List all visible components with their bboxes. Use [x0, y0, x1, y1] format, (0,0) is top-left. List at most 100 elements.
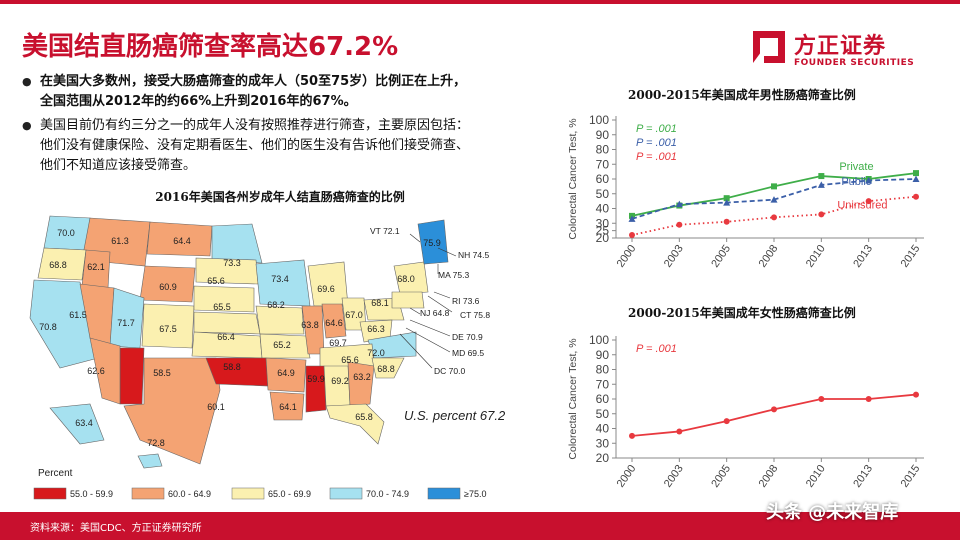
data-point: [865, 198, 872, 205]
state-value: 68.8: [377, 364, 395, 374]
state-value: 68.2: [267, 300, 285, 310]
bullet-line: 美国目前仍有约三分之一的成年人没有按照推荐进行筛查，主要原因包括：: [40, 118, 470, 133]
state-value: 72.0: [367, 348, 385, 358]
state-value: 65.5: [213, 302, 231, 312]
callout-label: RI 73.6: [452, 296, 480, 306]
data-point: [676, 221, 683, 228]
data-point: [628, 215, 636, 222]
data-point: [723, 199, 731, 206]
x-tick-label: 2003: [662, 243, 686, 270]
data-point: [865, 396, 872, 402]
source-note: 资料来源：美国CDC、方正证券研究所: [30, 523, 202, 534]
y-tick-label: 40: [596, 422, 610, 436]
series-label: Private: [839, 161, 873, 173]
state-region: [119, 347, 145, 405]
state-value: 67.5: [159, 324, 177, 334]
x-tick-label: 2005: [709, 463, 733, 490]
logo-mark-icon: [753, 31, 785, 63]
legend-swatch: [231, 487, 265, 500]
state-region: [37, 247, 87, 281]
state-value: 70.8: [39, 322, 57, 332]
y-tick-label: 50: [596, 407, 610, 421]
state-region: [391, 291, 425, 309]
state-value: 61.3: [111, 236, 129, 246]
chart-title-female: 2000-2015年美国成年女性肠癌筛查比例: [628, 306, 856, 320]
callout-label: NH 74.5: [458, 250, 489, 260]
x-tick-label: 2013: [851, 243, 875, 270]
state-callouts: VT 72.1 NH 74.5 MA 75.3 RI 73.6 CT 75.8 …: [370, 226, 490, 376]
legend-swatch: [329, 487, 363, 500]
legend-swatch: [427, 487, 461, 500]
state-region: [265, 357, 307, 393]
y-tick-label: 100: [589, 333, 609, 347]
data-point: [818, 173, 825, 180]
y-tick-label: 80: [596, 143, 610, 157]
state-region: [321, 303, 347, 339]
state-region: [211, 223, 263, 264]
y-tick-label: 90: [596, 348, 610, 362]
p-value-label: P = .001: [636, 151, 677, 163]
x-tick-label: 2013: [851, 463, 875, 490]
data-point: [817, 181, 825, 188]
legend-label: ≥75.0: [464, 489, 486, 499]
state-value: 69.2: [331, 376, 349, 386]
state-value: 63.4: [75, 418, 93, 428]
y-tick-label: 20: [596, 231, 610, 245]
y-tick-label: 30: [596, 436, 610, 450]
y-tick-label: 60: [596, 392, 610, 406]
y-tick-label: 20: [596, 451, 610, 465]
state-value: 73.3: [223, 258, 241, 268]
legend-title: Percent: [38, 468, 73, 479]
legend-label: 55.0 - 59.9: [70, 489, 113, 499]
brand-logo: 方正证券 FOUNDER SECURITIES: [752, 28, 942, 74]
x-tick-label: 2015: [899, 243, 923, 270]
x-tick-label: 2000: [615, 463, 639, 490]
x-tick-label: 2008: [757, 243, 781, 270]
chart-title-male: 2000-2015年美国成年男性肠癌筛查比例: [628, 88, 856, 102]
bullet-item: 在美国大多数州，接受大肠癌筛查的成年人（50至75岁）比例正在上升， 全国范围从…: [22, 72, 532, 112]
state-value: 67.0: [345, 310, 363, 320]
state-region: [393, 261, 429, 295]
page-title: 美国结直肠癌筛查率高达67.2%: [22, 32, 399, 62]
legend-swatch: [33, 487, 67, 500]
state-region: [305, 365, 327, 413]
data-point: [818, 396, 825, 402]
state-value: 63.8: [301, 320, 319, 330]
callout-label: DE 70.9: [452, 332, 483, 342]
data-point: [629, 232, 635, 239]
y-axis-label: Colorectal Cancer Test, %: [567, 118, 579, 239]
state-region: [141, 303, 195, 349]
state-region: [325, 403, 385, 445]
series-line: [631, 393, 917, 437]
x-tick-label: 2005: [709, 243, 733, 270]
callout-label: NJ 64.8: [420, 308, 450, 318]
state-region: [49, 403, 105, 445]
state-value: 66.3: [367, 324, 385, 334]
state-value: 64.6: [325, 318, 343, 328]
bullet-line: 全国范围从2012年的约66%上升到2016年的67%。: [40, 94, 357, 109]
y-tick-label: 80: [596, 363, 610, 377]
state-region: [29, 279, 99, 369]
state-value: 58.8: [223, 362, 241, 372]
data-point: [723, 418, 730, 425]
series-label: Public: [841, 176, 871, 188]
logo-name-cn: 方正证券: [794, 34, 887, 59]
state-value: 58.5: [153, 368, 171, 378]
bullet-list: 在美国大多数州，接受大肠癌筛查的成年人（50至75岁）比例正在上升， 全国范围从…: [22, 72, 532, 180]
y-tick-label: 70: [596, 377, 610, 391]
state-value: 60.1: [207, 402, 225, 412]
watermark: 头条 @未来智库: [766, 502, 899, 523]
state-value: 59.9: [307, 374, 325, 384]
state-region: [347, 361, 375, 407]
state-region: [259, 333, 311, 359]
us-screening-map: 70.0 61.3 64.4 73.3 75.9 68.8 62.1 65.6 …: [29, 215, 506, 500]
state-value: 64.4: [173, 236, 191, 246]
map-title: 2016年美国各州岁成年人结直肠癌筛查的比例: [155, 190, 405, 204]
data-point: [771, 214, 777, 221]
data-point: [913, 193, 919, 200]
state-value: 73.4: [271, 274, 289, 284]
state-value: 75.9: [423, 238, 441, 248]
state-labels: 70.0 61.3 64.4 73.3 75.9 68.8 62.1 65.6 …: [39, 228, 441, 448]
